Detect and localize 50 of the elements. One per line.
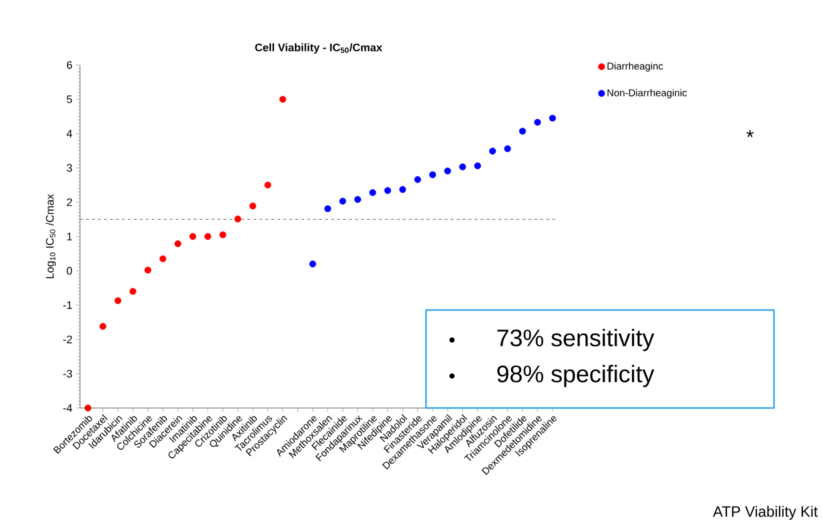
point [444,168,452,174]
text: ATP Viability Kit [712,506,818,520]
point [130,288,136,295]
legend-label: Non-Diarrheaginic [608,89,687,98]
chart-title: Cell Viability - IC$_{50}$/Cmax [255,43,382,54]
y-axis-title: Log$_{10}$ IC$_{50}$ /Cmax [46,194,56,278]
point [339,198,346,205]
point [264,182,272,188]
point [219,231,226,238]
point [384,187,392,194]
point [399,186,406,193]
y-tick-label: -1 [63,301,72,309]
point [354,196,362,203]
point [144,266,152,274]
point [159,255,166,262]
point [279,96,286,103]
text: * [746,130,754,138]
point [174,240,182,248]
point [414,176,422,183]
y-tick-label: -3 [63,370,72,378]
point [549,114,556,122]
point [504,145,511,152]
legend-label: Diarrheaginc [608,62,663,72]
point [519,128,526,135]
point [100,322,106,330]
point [489,148,496,154]
y-tick-label: -2 [63,336,72,344]
y-tick-label: 1 [67,232,72,240]
y-tick-label: 5 [66,95,72,104]
point [324,205,332,212]
point [309,260,316,268]
y-tick-label: 2 [66,198,72,206]
point [249,202,256,210]
annotation: 73% sensitivity [497,328,654,352]
y-tick-label: 4 [66,130,72,138]
point [84,404,92,412]
annotation: 98% specificity [497,364,654,388]
y-tick-label: -4 [63,404,72,412]
point [189,233,196,240]
y-tick-label: 6 [66,61,72,69]
point [114,297,122,304]
y-tick-label: 3 [66,164,72,172]
point [204,233,212,240]
y-tick-label: 0 [66,266,72,275]
point [474,162,481,170]
point [459,163,466,170]
point [534,118,541,126]
point [369,189,376,196]
point [429,171,436,178]
point [234,216,242,222]
